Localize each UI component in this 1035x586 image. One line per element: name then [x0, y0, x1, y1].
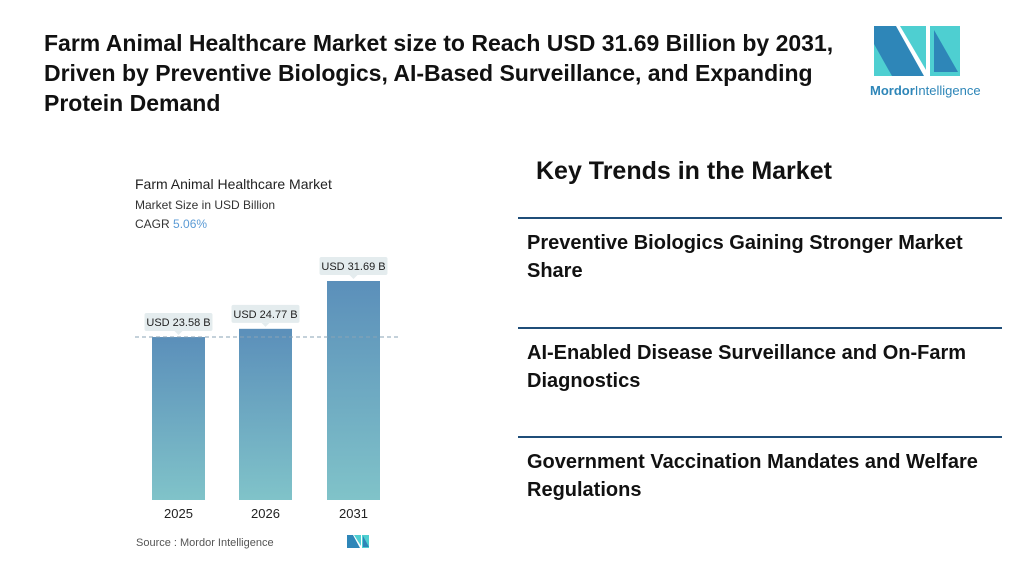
- bar-chart: USD 23.58 B 2025 USD 24.77 B 2026 USD 31.69 …: [135, 257, 398, 521]
- page-title: Farm Animal Healthcare Market size to Re…: [44, 30, 834, 116]
- data-label-box: [144, 313, 213, 332]
- data-label-box: [231, 304, 300, 323]
- chart-subtitle: Market Size in USD Billion: [135, 198, 276, 212]
- x-tick-label: 2031: [339, 506, 368, 521]
- data-label-pointer: [261, 322, 270, 327]
- chart-source: Source : Mordor Intelligence: [136, 537, 274, 549]
- data-label-pointer: [174, 331, 183, 336]
- data-label: USD 23.58 B: [146, 317, 210, 329]
- source-logo-icon: [347, 535, 369, 548]
- trend-item: Government Vaccination Mandates and Welf…: [518, 436, 1002, 504]
- cagr-value: 5.06%: [173, 217, 208, 231]
- data-label-box: [319, 257, 388, 275]
- x-tick-label: 2026: [251, 506, 280, 521]
- logo-mark-icon: [874, 26, 960, 76]
- bar: [239, 328, 292, 500]
- cagr: CAGR 5.06%: [135, 217, 208, 231]
- chart-title: Farm Animal Healthcare Market: [135, 176, 332, 192]
- key-trends-heading: Key Trends in the Market: [536, 157, 832, 185]
- data-label: USD 31.69 B: [321, 261, 385, 273]
- bar: [152, 337, 205, 500]
- data-label: USD 24.77 B: [233, 309, 297, 321]
- trend-item: AI-Enabled Disease Surveillance and On-F…: [518, 327, 1002, 395]
- bar: [327, 281, 380, 500]
- trend-item: Preventive Biologics Gaining Stronger Ma…: [518, 217, 1002, 285]
- x-tick-label: 2025: [164, 506, 193, 521]
- mordor-logo: MordorIntelligence: [870, 26, 981, 98]
- data-label-pointer: [349, 275, 358, 279]
